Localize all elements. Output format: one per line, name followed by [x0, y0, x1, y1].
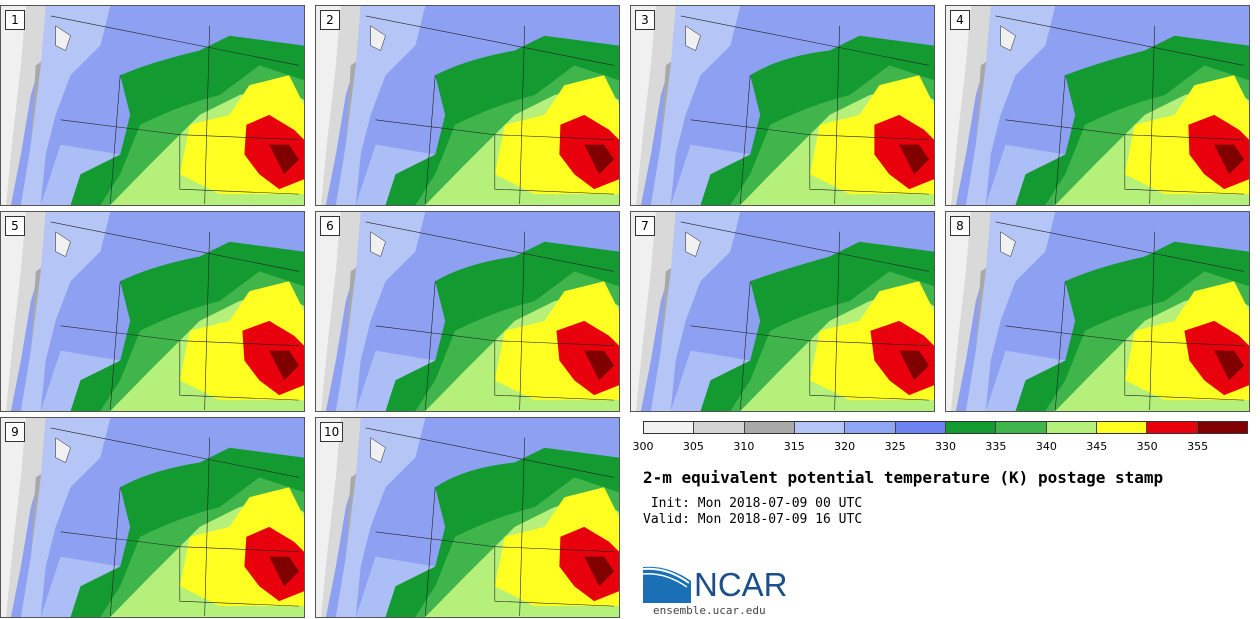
init-time: Init: Mon 2018-07-09 00 UTC [643, 496, 863, 511]
panel-number-label: 3 [635, 10, 655, 30]
colorbar-tick-label: 350 [1136, 440, 1158, 453]
colorbar-tick-label: 315 [783, 440, 805, 453]
panel-number-label: 6 [320, 216, 340, 236]
colorbar-segment [1046, 422, 1097, 433]
colorbar-tick-label: 320 [834, 440, 856, 453]
colorbar-segment [794, 422, 846, 433]
panel-number-label: 4 [950, 10, 970, 30]
map-panel: 3 [630, 5, 935, 206]
map-panel: 1 [0, 5, 305, 206]
ncar-logo-icon [643, 566, 691, 603]
colorbar-segment [945, 422, 997, 433]
panel-number-label: 8 [950, 216, 970, 236]
panel-number-label: 5 [5, 216, 25, 236]
logo-text: NCAR [694, 566, 788, 603]
map-panel: 6 [315, 211, 620, 412]
colorbar-tick-label: 310 [733, 440, 755, 453]
colorbar-ticks: 300 305 310 315 320 325 330 335 340 345 350 355 [633, 440, 1248, 454]
colorbar-tick-label: 335 [985, 440, 1007, 453]
map-panel: 10 [315, 417, 620, 618]
colorbar-segment [1147, 422, 1198, 433]
colorbar-segment [1096, 422, 1148, 433]
colorbar-tick-label: 300 [632, 440, 654, 453]
colorbar-segment [895, 422, 946, 433]
colorbar-segment [694, 422, 745, 433]
colorbar-tick-label: 340 [1035, 440, 1057, 453]
panel-number-label: 9 [5, 422, 25, 442]
colorbar-segment [744, 422, 795, 433]
map-panel: 8 [945, 211, 1250, 412]
colorbar-tick-label: 325 [884, 440, 906, 453]
panel-number-label: 2 [320, 10, 340, 30]
colorbar-tick-label: 355 [1187, 440, 1209, 453]
colorbar-segment [644, 422, 695, 433]
site-url: ensemble.ucar.edu [653, 604, 766, 617]
panel-number-label: 1 [5, 10, 25, 30]
plot-title: 2-m equivalent potential temperature (K)… [643, 468, 1164, 487]
colorbar-segment [845, 422, 896, 433]
map-panel: 5 [0, 211, 305, 412]
colorbar-tick-label: 330 [935, 440, 956, 453]
map-panel: 9 [0, 417, 305, 618]
colorbar-segment [996, 422, 1047, 433]
panel-number-label: 7 [635, 216, 655, 236]
map-panel: 7 [630, 211, 935, 412]
colorbar [643, 421, 1248, 434]
valid-time: Valid: Mon 2018-07-09 16 UTC [643, 512, 863, 527]
panel-number-label: 10 [320, 422, 344, 442]
colorbar-segment [1197, 422, 1247, 433]
colorbar-tick-label: 305 [682, 440, 704, 453]
map-panel: 2 [315, 5, 620, 206]
colorbar-tick-label: 345 [1086, 440, 1108, 453]
map-panel: 4 [945, 5, 1250, 206]
